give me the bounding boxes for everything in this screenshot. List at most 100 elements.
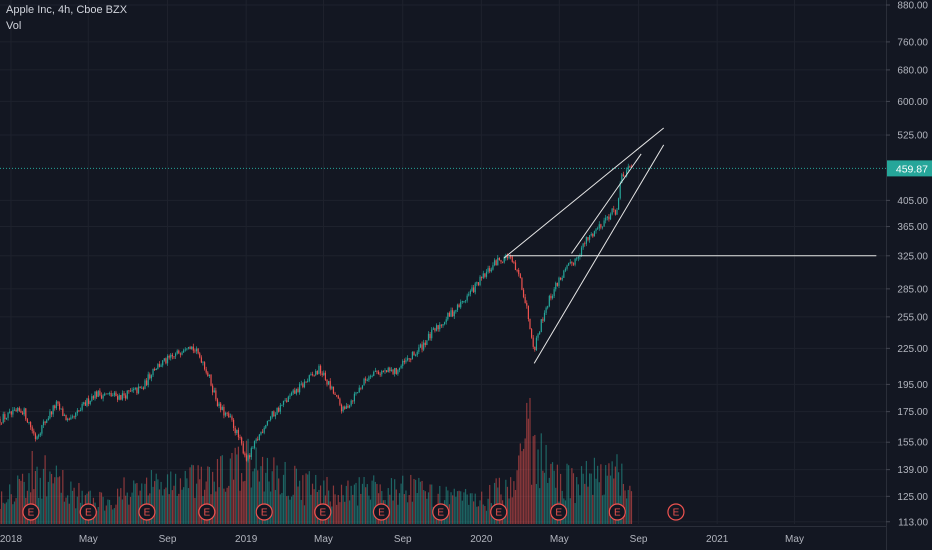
time-tick-label: Sep xyxy=(159,534,177,545)
candle-body xyxy=(286,400,288,402)
candle-body xyxy=(207,372,209,376)
earnings-marker[interactable]: E xyxy=(608,503,626,521)
candle-body xyxy=(405,360,407,363)
candle-body xyxy=(577,256,579,259)
candle-body xyxy=(352,400,354,402)
candle-body xyxy=(482,273,484,278)
wedge-upper-trendline[interactable] xyxy=(503,127,665,259)
volume-bar xyxy=(332,485,335,524)
volume-bar xyxy=(1,491,3,524)
candle-body xyxy=(619,183,621,199)
candle-body xyxy=(13,409,16,411)
candle-body xyxy=(31,427,33,431)
volume-bar xyxy=(41,498,43,524)
candle-body xyxy=(203,362,206,370)
volume-bar xyxy=(431,484,433,524)
volume-bar xyxy=(228,485,230,524)
volume-bar xyxy=(400,483,402,524)
volume-bar xyxy=(429,484,431,524)
candle-body xyxy=(434,328,436,331)
volume-bar xyxy=(571,468,573,524)
candle-body xyxy=(466,295,468,301)
price-tick-label: 325.00 xyxy=(897,251,928,262)
candle-body xyxy=(566,265,568,269)
earnings-marker[interactable]: E xyxy=(550,503,568,521)
channel-upper-trendline[interactable] xyxy=(571,153,642,254)
candle-body xyxy=(76,410,78,413)
candle-body xyxy=(134,387,136,389)
candle-body xyxy=(273,411,275,417)
candle-body xyxy=(290,392,293,396)
volume-bar xyxy=(59,476,61,524)
volume-bar xyxy=(255,447,257,524)
candle-body xyxy=(435,325,438,331)
last-price-badge[interactable] xyxy=(887,160,932,177)
candle-body xyxy=(218,403,220,406)
candle-body xyxy=(200,357,202,363)
volume-bar xyxy=(308,471,310,524)
volume-bar xyxy=(271,471,273,524)
candle-body xyxy=(600,224,602,228)
candle-body xyxy=(149,374,151,379)
earnings-marker[interactable]: E xyxy=(490,503,508,521)
volume-bar xyxy=(352,494,354,524)
candle-body xyxy=(539,332,541,335)
candle-body xyxy=(157,364,159,369)
volume-bar xyxy=(394,479,396,524)
earnings-marker[interactable]: E xyxy=(667,503,685,521)
time-tick-label: 2019 xyxy=(235,534,258,545)
volume-bar xyxy=(627,489,629,524)
candle-body xyxy=(622,174,625,176)
candle-body xyxy=(265,424,267,428)
earnings-marker[interactable]: E xyxy=(255,503,273,521)
volume-bar xyxy=(62,470,64,524)
trendline-drawings[interactable] xyxy=(503,127,877,364)
earnings-marker[interactable]: E xyxy=(138,503,156,521)
candle-body xyxy=(621,174,623,184)
volume-bar xyxy=(31,450,33,524)
candle-body xyxy=(345,405,347,409)
candle-body xyxy=(89,400,91,404)
earnings-marker[interactable]: E xyxy=(22,503,40,521)
candle-body xyxy=(580,247,583,256)
price-axis[interactable]: 880.00 760.00 680.00 600.00 525.00 405.00 365.… xyxy=(886,0,932,550)
candle-body xyxy=(44,421,46,423)
candle-body xyxy=(47,418,49,421)
earnings-marker[interactable]: E xyxy=(432,503,450,521)
volume-bar xyxy=(200,466,202,524)
candle-body xyxy=(608,216,610,220)
time-axis[interactable]: 2018 May Sep 2019 May Sep 2020 May Sep 2021 May xyxy=(0,526,886,550)
wedge-lower-trendline[interactable] xyxy=(533,144,665,364)
candle-body xyxy=(495,260,497,266)
volume-bar xyxy=(311,483,314,524)
volume-bar xyxy=(305,473,307,524)
candle-body xyxy=(258,434,260,440)
volume-bar xyxy=(113,508,115,524)
volume-bar xyxy=(292,494,294,524)
candle-body xyxy=(406,358,409,361)
candle-body xyxy=(168,355,170,358)
volume-bar xyxy=(469,493,471,524)
earnings-label: E xyxy=(495,508,502,519)
candle-body xyxy=(426,340,428,346)
volume-bar xyxy=(548,477,550,524)
candle-body xyxy=(373,371,375,376)
volume-bar xyxy=(7,499,9,524)
candle-body xyxy=(105,393,107,395)
earnings-marker[interactable]: E xyxy=(314,503,332,521)
candle-body xyxy=(210,374,212,386)
time-tick-label: May xyxy=(550,534,569,545)
volume-bar xyxy=(582,473,584,524)
volume-bar xyxy=(369,499,372,524)
earnings-marker[interactable]: E xyxy=(79,503,97,521)
volume-bar xyxy=(125,495,127,524)
candle-body xyxy=(287,396,289,402)
volume-bar xyxy=(286,496,288,524)
earnings-marker[interactable]: E xyxy=(372,503,391,521)
candle-body xyxy=(521,278,523,290)
candle-body xyxy=(423,342,425,350)
volume-bar xyxy=(5,502,8,524)
earnings-marker[interactable]: E xyxy=(198,503,216,521)
